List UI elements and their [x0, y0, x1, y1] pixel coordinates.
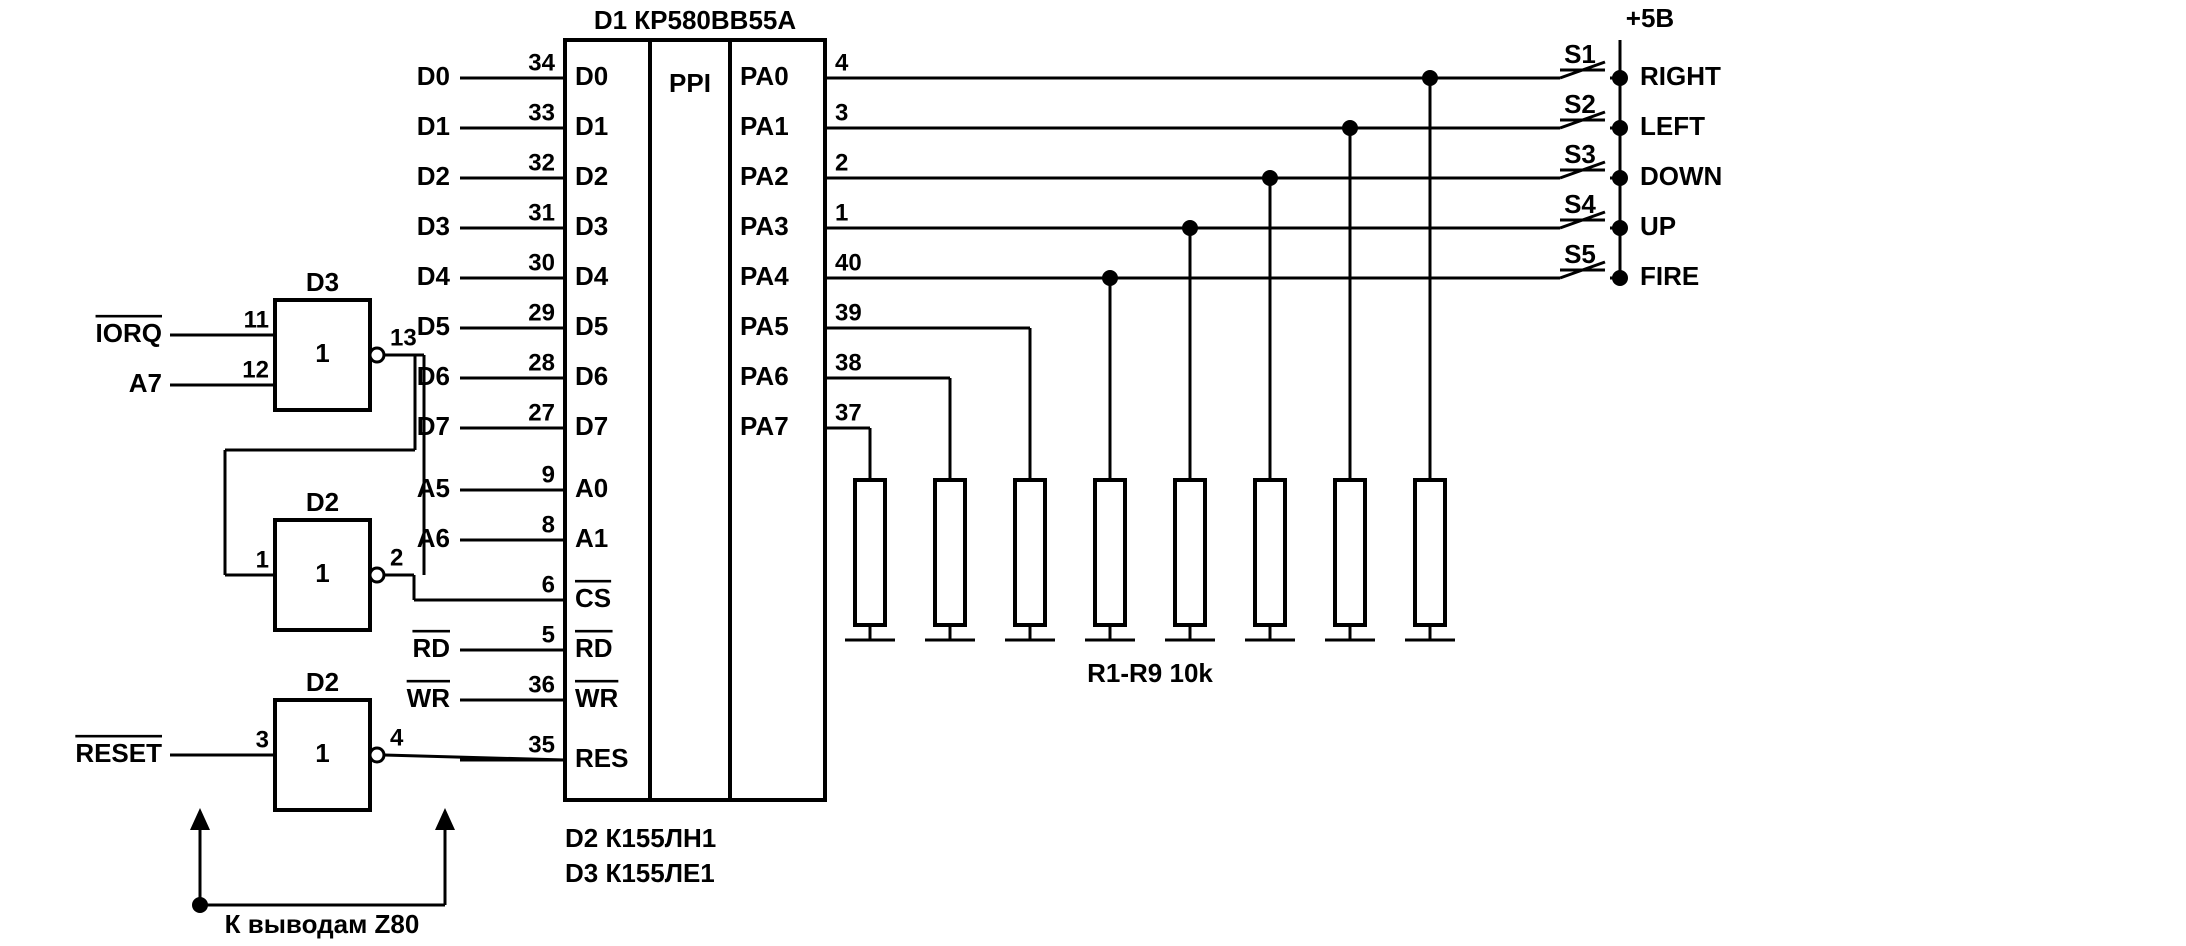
svg-text:37: 37: [835, 399, 862, 426]
svg-text:6: 6: [542, 571, 555, 598]
svg-text:1: 1: [315, 738, 329, 768]
svg-text:WR: WR: [407, 683, 451, 713]
svg-text:11: 11: [244, 306, 269, 333]
svg-text:A0: A0: [575, 473, 608, 503]
svg-text:PA3: PA3: [740, 211, 789, 241]
svg-text:RD: RD: [575, 633, 613, 663]
svg-text:RD: RD: [412, 633, 450, 663]
svg-text:FIRE: FIRE: [1640, 261, 1699, 291]
svg-text:D3: D3: [306, 267, 339, 297]
svg-text:5: 5: [542, 621, 555, 648]
svg-text:38: 38: [835, 349, 862, 376]
svg-text:LEFT: LEFT: [1640, 111, 1705, 141]
svg-text:29: 29: [528, 299, 555, 326]
svg-text:A5: A5: [417, 473, 450, 503]
svg-text:D0: D0: [417, 61, 450, 91]
svg-text:1: 1: [256, 546, 269, 573]
svg-text:35: 35: [528, 731, 555, 758]
svg-text:33: 33: [528, 99, 555, 126]
svg-text:1: 1: [835, 199, 848, 226]
svg-text:PPI: PPI: [669, 68, 711, 98]
svg-text:D5: D5: [575, 311, 608, 341]
svg-text:S4: S4: [1564, 189, 1596, 219]
svg-text:30: 30: [528, 249, 555, 276]
svg-text:PA0: PA0: [740, 61, 789, 91]
svg-text:PA7: PA7: [740, 411, 789, 441]
svg-text:D4: D4: [417, 261, 451, 291]
svg-text:A1: A1: [575, 523, 608, 553]
svg-text:A7: A7: [129, 368, 162, 398]
svg-text:1: 1: [315, 558, 329, 588]
svg-text:2: 2: [390, 544, 403, 571]
svg-text:D7: D7: [575, 411, 608, 441]
svg-text:PA2: PA2: [740, 161, 789, 191]
svg-text:D3 К155ЛЕ1: D3 К155ЛЕ1: [565, 858, 715, 888]
svg-text:D2: D2: [417, 161, 450, 191]
schematic-svg: PPID1 КР580ВВ55A34D0D033D1D132D2D231D3D3…: [0, 0, 2186, 946]
svg-text:+5B: +5B: [1626, 3, 1674, 33]
svg-text:PA1: PA1: [740, 111, 789, 141]
svg-text:D6: D6: [575, 361, 608, 391]
svg-text:D3: D3: [575, 211, 608, 241]
svg-text:PA5: PA5: [740, 311, 789, 341]
svg-text:R1-R9 10k: R1-R9 10k: [1087, 658, 1213, 688]
svg-text:40: 40: [835, 249, 862, 276]
svg-text:S1: S1: [1564, 39, 1596, 69]
svg-text:31: 31: [528, 199, 555, 226]
svg-text:D2 К155ЛН1: D2 К155ЛН1: [565, 823, 716, 853]
svg-text:8: 8: [542, 511, 555, 538]
svg-text:12: 12: [242, 356, 269, 383]
svg-text:D5: D5: [417, 311, 450, 341]
svg-text:13: 13: [390, 324, 417, 351]
svg-text:32: 32: [528, 149, 555, 176]
svg-text:34: 34: [528, 49, 555, 76]
svg-text:UP: UP: [1640, 211, 1676, 241]
svg-text:4: 4: [835, 49, 849, 76]
svg-text:27: 27: [528, 399, 555, 426]
svg-text:D1: D1: [575, 111, 608, 141]
svg-text:D4: D4: [575, 261, 609, 291]
svg-text:PA4: PA4: [740, 261, 789, 291]
svg-text:1: 1: [315, 338, 329, 368]
svg-text:3: 3: [256, 726, 269, 753]
svg-text:RESET: RESET: [75, 738, 162, 768]
svg-text:D2: D2: [575, 161, 608, 191]
svg-text:WR: WR: [575, 683, 619, 713]
svg-text:DOWN: DOWN: [1640, 161, 1722, 191]
svg-text:3: 3: [835, 99, 848, 126]
svg-text:RES: RES: [575, 743, 628, 773]
svg-text:D7: D7: [417, 411, 450, 441]
svg-text:RIGHT: RIGHT: [1640, 61, 1721, 91]
svg-text:28: 28: [528, 349, 555, 376]
svg-text:D1: D1: [417, 111, 450, 141]
svg-text:IORQ: IORQ: [96, 318, 162, 348]
svg-text:К выводам Z80: К выводам Z80: [225, 909, 420, 939]
svg-text:2: 2: [835, 149, 848, 176]
svg-text:D0: D0: [575, 61, 608, 91]
svg-text:PA6: PA6: [740, 361, 789, 391]
svg-text:S5: S5: [1564, 239, 1596, 269]
svg-text:D3: D3: [417, 211, 450, 241]
svg-text:D2: D2: [306, 667, 339, 697]
svg-text:S2: S2: [1564, 89, 1596, 119]
svg-text:D1 КР580ВВ55A: D1 КР580ВВ55A: [594, 5, 797, 35]
svg-text:CS: CS: [575, 583, 611, 613]
svg-text:9: 9: [542, 461, 555, 488]
svg-text:39: 39: [835, 299, 862, 326]
svg-text:D6: D6: [417, 361, 450, 391]
svg-text:4: 4: [390, 724, 404, 751]
svg-text:A6: A6: [417, 523, 450, 553]
svg-text:D2: D2: [306, 487, 339, 517]
svg-text:36: 36: [528, 671, 555, 698]
svg-text:S3: S3: [1564, 139, 1596, 169]
